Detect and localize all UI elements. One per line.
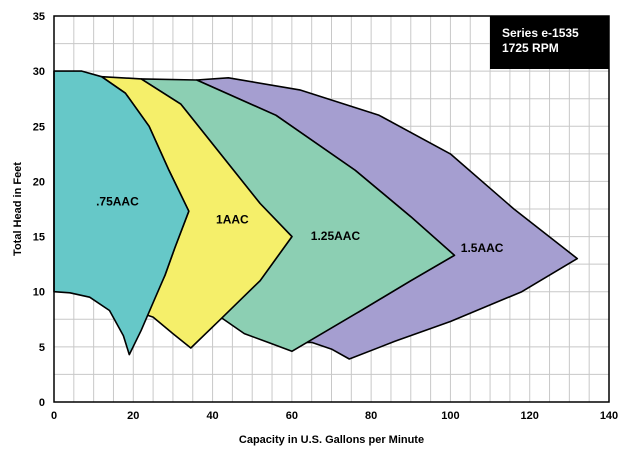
x-tick-label: 0 — [51, 410, 57, 422]
series-legend-box: Series e-1535 1725 RPM — [490, 16, 609, 69]
y-axis-title: Total Head in Feet — [12, 162, 24, 256]
y-tick-label: 5 — [39, 342, 45, 354]
region-label-75aac: .75AAC — [96, 195, 139, 209]
y-axis-ticks: 0 5 10 15 20 25 30 35 — [33, 11, 45, 409]
x-tick-label: 100 — [441, 410, 459, 422]
region-label-1aac: 1AAC — [216, 212, 249, 226]
plot-frame — [53, 15, 610, 403]
region-label-125aac: 1.25AAC — [311, 229, 361, 243]
x-tick-label: 140 — [600, 410, 618, 422]
x-tick-label: 20 — [127, 410, 139, 422]
region-75aac — [53, 70, 190, 356]
x-axis-title: Capacity in U.S. Gallons per Minute — [239, 434, 424, 446]
legend-rpm-text: 1725 RPM — [502, 41, 559, 55]
legend-series-text: Series e-1535 — [502, 26, 579, 40]
y-tick-label: 30 — [33, 66, 45, 78]
y-tick-label: 35 — [33, 11, 45, 23]
region-label-15aac: 1.5AAC — [461, 241, 504, 255]
x-axis-ticks: 0 20 40 60 80 100 120 140 — [51, 410, 618, 422]
y-tick-label: 0 — [39, 397, 45, 409]
x-tick-label: 80 — [365, 410, 377, 422]
chart-regions: .75AAC 1AAC 1.25AAC 1.5AAC — [53, 70, 579, 360]
y-tick-label: 20 — [33, 176, 45, 188]
legend-background — [490, 16, 609, 69]
y-tick-label: 10 — [33, 287, 45, 299]
x-tick-label: 40 — [206, 410, 218, 422]
x-tick-label: 120 — [521, 410, 539, 422]
x-tick-label: 60 — [286, 410, 298, 422]
y-tick-label: 15 — [33, 232, 45, 244]
y-tick-label: 25 — [33, 121, 45, 133]
